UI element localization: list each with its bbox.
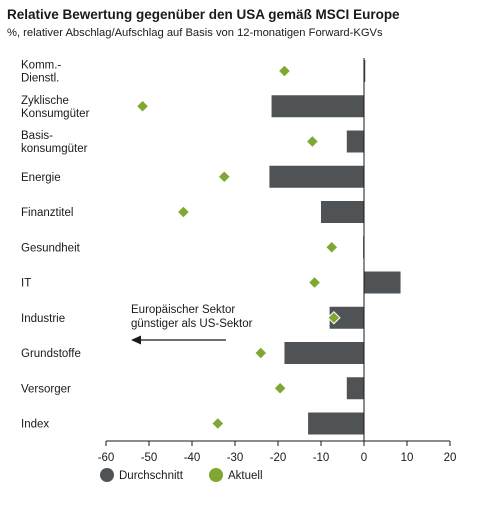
bar-durchschnitt-komm-dienstl <box>364 60 366 82</box>
legend: Durchschnitt Aktuell <box>100 468 263 482</box>
category-label-energie: Energie <box>21 172 61 184</box>
marker-aktuell-versorger <box>273 381 287 395</box>
bar-durchschnitt-industrie <box>329 306 364 329</box>
category-label-it: IT <box>21 278 31 290</box>
annotation-arrow-head <box>131 335 141 345</box>
x-tick-label: -20 <box>270 452 287 464</box>
x-ticks: -60 -50 -40 -30 -20 -10 0 10 20 <box>98 441 457 464</box>
annotation: Europäischer Sektor günstiger als US-Sekt… <box>131 304 253 345</box>
annotation-line: günstiger als US-Sektor <box>131 318 253 330</box>
marker-aktuell-grundstoffe <box>254 346 268 360</box>
category-label-basis-konsumgüter: Basis-konsumgüter <box>21 130 88 155</box>
category-label-finanztitel: Finanztitel <box>21 207 73 219</box>
bar-durchschnitt-grundstoffe <box>284 342 364 364</box>
legend-label-durchschnitt: Durchschnitt <box>119 470 184 482</box>
chart-title: Relative Bewertung gegenüber den USA gem… <box>7 7 400 22</box>
annotation-line: Europäischer Sektor <box>131 304 235 316</box>
x-tick-label: -30 <box>227 452 244 464</box>
category-label-gesundheit: Gesundheit <box>21 242 81 254</box>
category-label-index: Index <box>21 419 49 431</box>
x-tick-label: -10 <box>313 452 330 464</box>
marker-aktuell-finanztitel <box>176 205 191 219</box>
legend-swatch-aktuell <box>209 468 223 482</box>
bar-durchschnitt-zyklischekonsumgüter <box>271 95 364 118</box>
category-label-versorger: Versorger <box>21 383 71 395</box>
category-label-industrie: Industrie <box>21 313 65 325</box>
bar-durchschnitt-versorger <box>346 377 364 400</box>
chart-subtitle: %, relativer Abschlag/Aufschlag auf Basi… <box>7 27 383 39</box>
marker-aktuell-zyklischekonsumgüter <box>135 99 150 113</box>
category-label-komm-dienstl: Komm.-Dienstl. <box>21 60 61 85</box>
x-tick-label: -50 <box>141 452 158 464</box>
marker-aktuell-komm-dienstl <box>277 64 292 78</box>
bar-durchschnitt-energie <box>269 165 364 188</box>
x-tick-label: -40 <box>184 452 201 464</box>
category-label-grundstoffe: Grundstoffe <box>21 348 81 360</box>
legend-label-aktuell: Aktuell <box>228 470 263 482</box>
bars-layer <box>269 60 401 435</box>
marker-aktuell-industrie <box>327 311 341 325</box>
category-labels: Komm.-Dienstl. Zyklische Konsumgüter Basis-… <box>21 60 90 431</box>
markers-layer <box>135 64 341 431</box>
x-tick-label: 20 <box>444 452 457 464</box>
x-tick-label: 10 <box>401 452 414 464</box>
x-tick-label: -60 <box>98 452 115 464</box>
category-label-zyklischekonsumgüter: Zyklische Konsumgüter <box>21 95 90 120</box>
bar-durchschnitt-basis-konsumgüter <box>346 130 364 153</box>
marker-aktuell-it <box>307 275 322 290</box>
legend-swatch-durchschnitt <box>100 468 114 482</box>
x-tick-label: 0 <box>361 452 367 464</box>
marker-aktuell-energie <box>217 170 231 184</box>
marker-aktuell-index <box>211 416 225 431</box>
marker-aktuell-basis-konsumgüter <box>305 134 320 149</box>
bar-durchschnitt-finanztitel <box>321 201 364 223</box>
marker-aktuell-gesundheit <box>325 240 339 254</box>
bar-durchschnitt-it <box>364 271 401 294</box>
bar-durchschnitt-index <box>308 412 364 435</box>
